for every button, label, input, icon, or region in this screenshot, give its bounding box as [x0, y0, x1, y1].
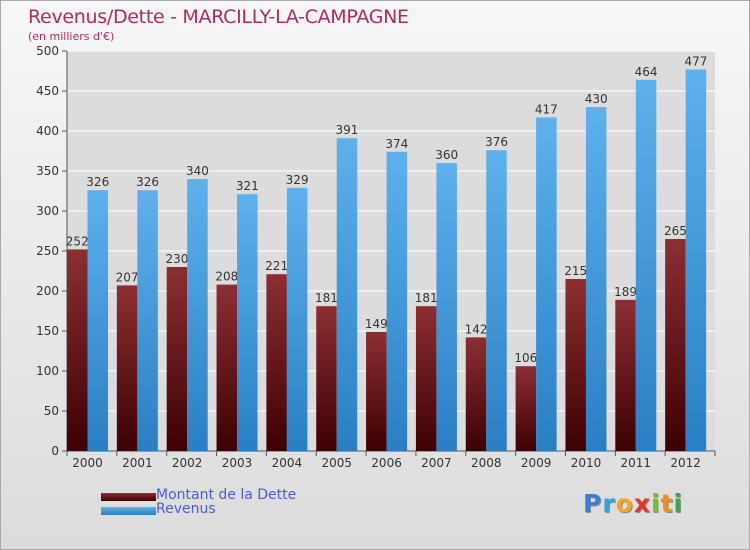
data-label-revenus: 326 [86, 175, 109, 189]
bar-dette [266, 274, 287, 451]
data-label-revenus: 376 [485, 135, 508, 149]
tick-label-y: 0 [51, 444, 59, 458]
data-label-dette: 142 [465, 322, 488, 336]
data-label-dette: 265 [664, 224, 687, 238]
chart-subtitle: (en milliers d'€) [28, 30, 115, 43]
data-label-dette: 208 [215, 270, 238, 284]
bar-revenus [685, 69, 707, 452]
tick-label-x: 2000 [72, 456, 103, 470]
bar-dette [415, 306, 437, 451]
logo-letter: P [583, 489, 603, 518]
logo-letter: i [651, 489, 661, 518]
legend-label-revenus: Revenus [156, 501, 216, 517]
logo-letter: x [633, 489, 651, 518]
bar-dette [366, 331, 387, 451]
tick-label-y: 450 [36, 84, 59, 98]
data-label-revenus: 374 [385, 137, 408, 151]
tick-label-y: 300 [36, 204, 59, 218]
proxiti-logo: Proxiti [583, 489, 683, 518]
data-label-dette: 189 [614, 285, 637, 299]
bar-dette [67, 249, 88, 451]
data-label-dette: 207 [116, 270, 139, 284]
data-label-revenus: 340 [186, 164, 209, 178]
tick-label-x: 2009 [521, 456, 552, 470]
tick-label-x: 2006 [371, 456, 402, 470]
bar-dette [116, 285, 138, 451]
data-label-dette: 252 [66, 234, 89, 248]
bar-dette [515, 366, 537, 451]
bar-revenus [635, 79, 657, 452]
data-label-revenus: 326 [136, 175, 159, 189]
data-label-revenus: 391 [336, 123, 359, 137]
logo-letter: i [673, 489, 684, 518]
bar-revenus [87, 190, 108, 451]
tick-label-x: 2007 [421, 456, 452, 470]
data-label-revenus: 477 [684, 54, 707, 68]
tick-label-y: 100 [36, 364, 59, 378]
logo-letter: o [615, 489, 634, 518]
data-label-revenus: 464 [635, 65, 658, 79]
bar-dette [615, 299, 636, 451]
bar-dette [166, 267, 188, 451]
tick-label-x: 2005 [321, 456, 352, 470]
data-label-dette: 230 [165, 252, 188, 266]
bar-dette [665, 239, 686, 451]
tick-label-x: 2012 [670, 456, 701, 470]
data-label-dette: 181 [315, 291, 338, 305]
tick-label-y: 200 [36, 284, 59, 298]
data-label-revenus: 360 [435, 148, 458, 162]
logo-letter: r [602, 489, 616, 518]
tick-label-x: 2002 [172, 456, 203, 470]
tick-label-y: 500 [36, 44, 59, 58]
data-label-dette: 221 [265, 259, 288, 273]
data-label-dette: 106 [514, 351, 537, 365]
bar-revenus [137, 190, 158, 451]
tick-label-x: 2001 [122, 456, 153, 470]
tick-label-y: 400 [36, 124, 59, 138]
bar-dette [316, 306, 337, 451]
tick-label-y: 150 [36, 324, 59, 338]
bar-revenus [536, 117, 557, 452]
bar-revenus [187, 179, 208, 451]
data-label-dette: 215 [564, 264, 587, 278]
tick-label-y: 50 [44, 404, 59, 418]
legend-swatch-revenus [101, 507, 156, 515]
logo-letter: t [660, 489, 674, 518]
bar-revenus [436, 163, 457, 451]
bar-revenus [386, 151, 408, 452]
data-label-dette: 149 [365, 317, 388, 331]
data-label-revenus: 430 [585, 92, 608, 106]
bar-dette [465, 337, 487, 451]
tick-label-x: 2011 [621, 456, 652, 470]
tick-label-x: 2004 [272, 456, 303, 470]
legend-swatch-dette [101, 493, 156, 501]
data-label-revenus: 329 [286, 173, 309, 187]
legend-label-dette: Montant de la Dette [156, 487, 297, 503]
tick-label-x: 2010 [571, 456, 602, 470]
bar-revenus [286, 187, 308, 452]
data-label-revenus: 417 [535, 102, 558, 116]
tick-label-x: 2008 [471, 456, 502, 470]
bar-revenus [237, 194, 258, 451]
bar-dette [216, 284, 238, 451]
tick-label-x: 2003 [222, 456, 253, 470]
chart-title: Revenus/Dette - MARCILLY-LA-CAMPAGNE [28, 6, 409, 28]
data-label-revenus: 321 [236, 179, 259, 193]
bar-revenus [486, 150, 507, 451]
tick-label-y: 250 [36, 244, 59, 258]
data-label-dette: 181 [415, 291, 438, 305]
tick-label-y: 350 [36, 164, 59, 178]
bar-dette [565, 279, 586, 451]
bar-revenus [336, 138, 358, 451]
bar-revenus [585, 107, 607, 451]
